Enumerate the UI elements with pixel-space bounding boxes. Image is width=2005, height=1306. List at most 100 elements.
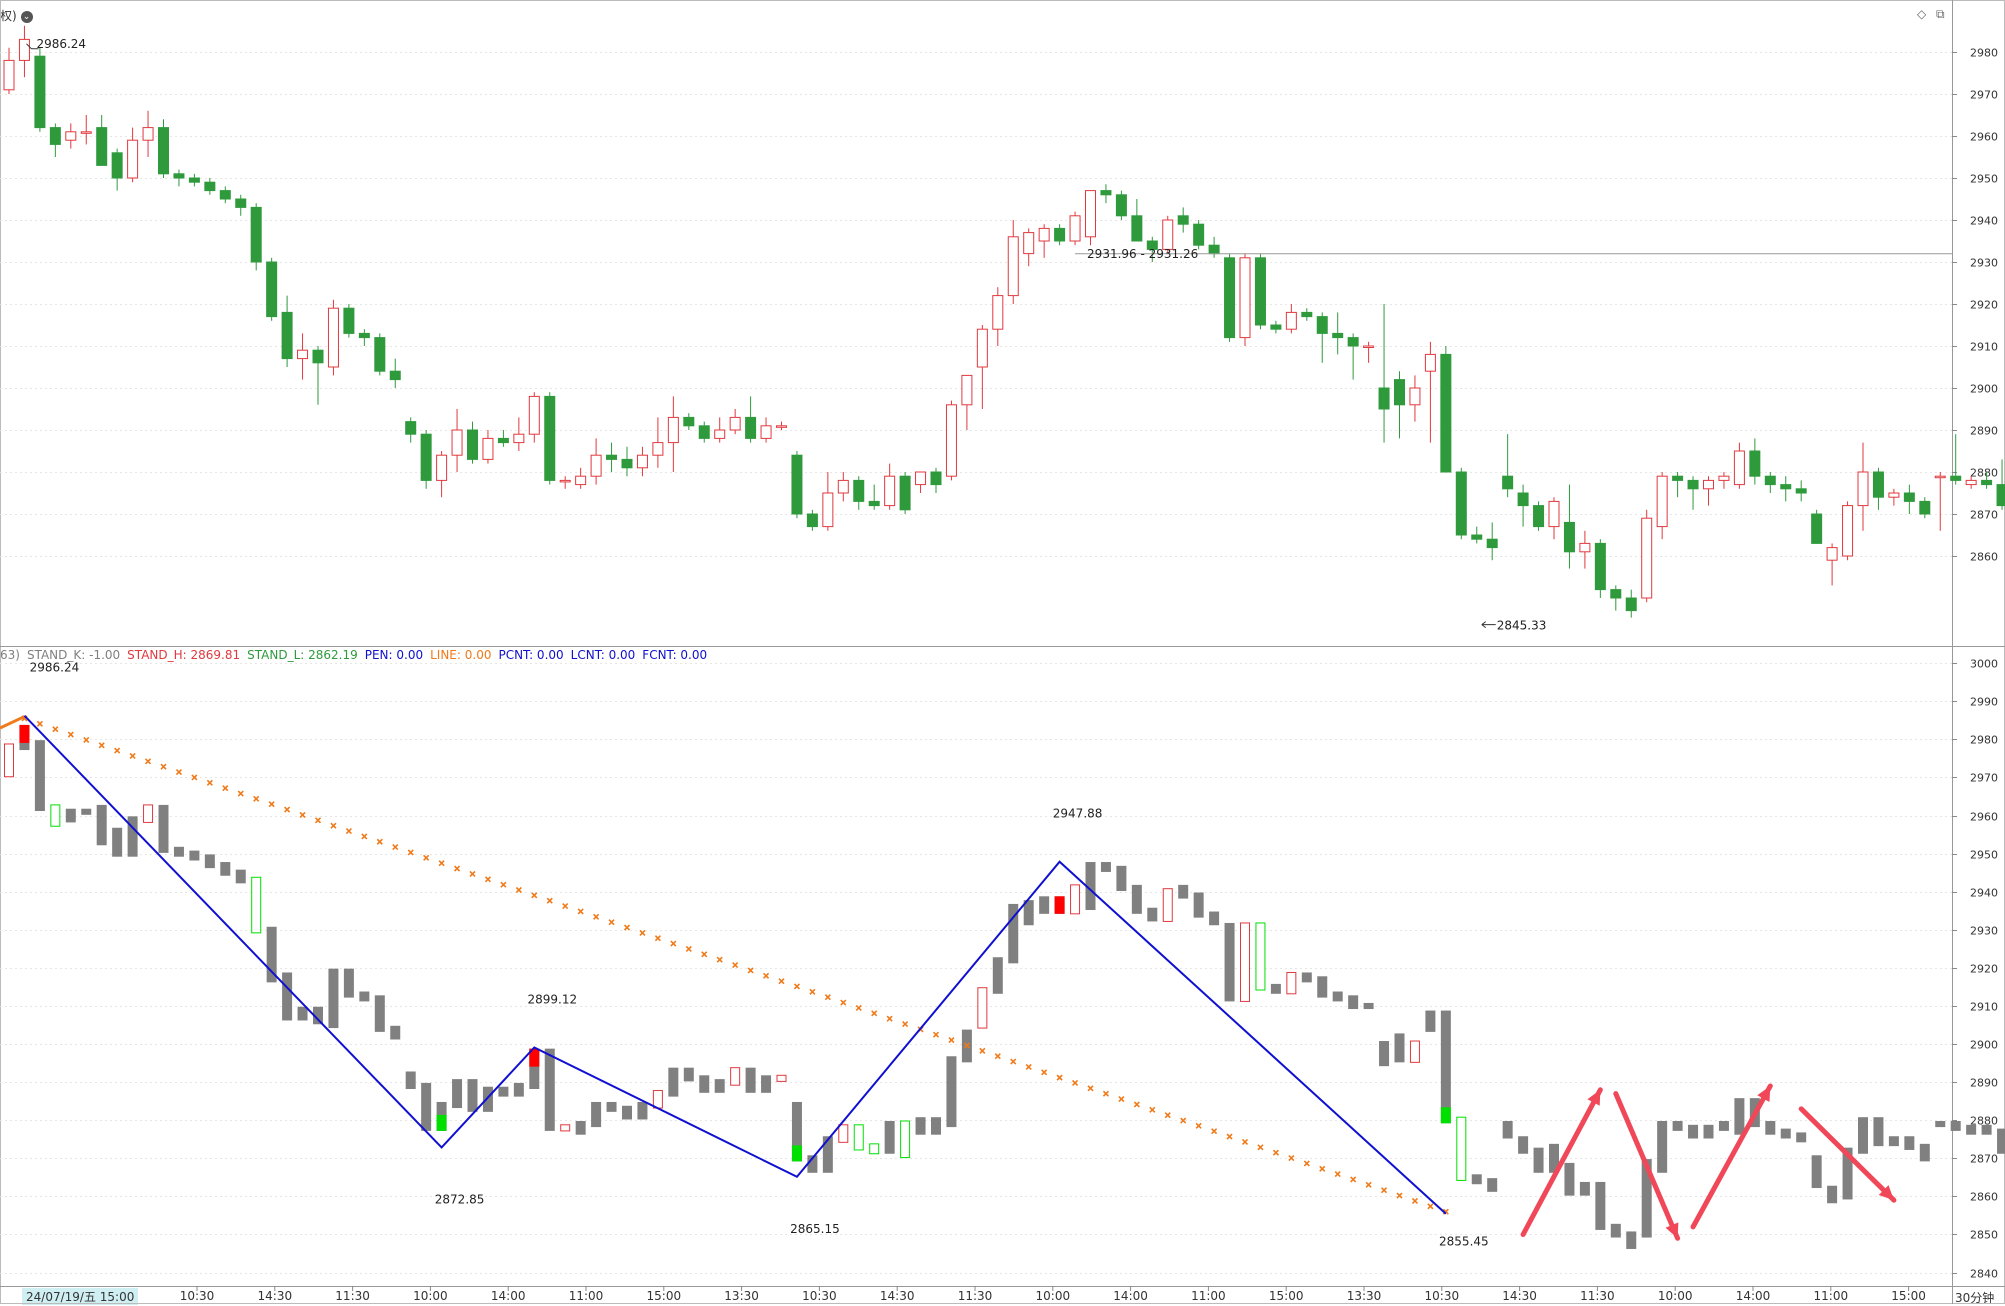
line-marker — [83, 736, 90, 743]
top-tick-label: 2880 — [1970, 467, 1998, 480]
indicator-bar — [884, 1121, 895, 1154]
candle — [899, 475, 911, 511]
pivot-high-bar — [19, 724, 30, 743]
line-marker — [562, 903, 569, 910]
indicator-bar — [313, 1006, 323, 1025]
line-marker — [1380, 1187, 1388, 1194]
candle — [312, 349, 324, 364]
indicator-bar — [467, 1079, 478, 1112]
candle — [1285, 311, 1297, 330]
candle — [49, 127, 61, 145]
time-label: 10:00 — [1658, 1289, 1693, 1303]
candle — [343, 307, 355, 334]
line-marker — [1118, 1096, 1125, 1103]
indicator-bar — [1162, 888, 1173, 922]
candle — [822, 492, 834, 528]
candle — [1764, 475, 1776, 486]
candle — [745, 416, 757, 439]
indicator-bar — [1425, 1010, 1436, 1032]
candle — [1177, 215, 1189, 225]
diamond-icon[interactable]: ◇ — [1917, 7, 1927, 21]
candle — [1517, 492, 1529, 507]
candle — [636, 454, 648, 469]
line-marker — [855, 1004, 862, 1011]
top-tick-label: 2900 — [1970, 383, 1998, 396]
candle — [1842, 505, 1854, 557]
indicator-bar — [405, 1071, 416, 1090]
line-marker — [546, 897, 553, 904]
indicator-bar — [1888, 1136, 1899, 1147]
indicator-bar — [1579, 1181, 1590, 1196]
indicator-bar — [1780, 1128, 1791, 1139]
candle — [528, 395, 540, 435]
indicator-bar — [730, 1067, 741, 1086]
candle — [158, 127, 169, 175]
line-marker — [1334, 1171, 1341, 1178]
candle — [266, 261, 278, 318]
bottom-tick-label: 2950 — [1970, 849, 1998, 862]
time-label: 13:30 — [1347, 1289, 1382, 1303]
candle — [1301, 311, 1313, 318]
bottom-tick-label: 3000 — [1970, 658, 1998, 671]
bottom-tick-label: 2980 — [1970, 734, 1998, 747]
min-price-label: 2845.33 — [1497, 619, 1547, 633]
top-tick-label: 2890 — [1970, 425, 1998, 438]
candle — [1903, 492, 1915, 502]
indicator-legend: 63) STAND_K: -1.00 STAND_H: 2869.81 STAND_L… — [0, 648, 714, 662]
trend-arrow — [1690, 1083, 1773, 1230]
indicator-bar — [838, 1124, 849, 1143]
line-marker — [484, 876, 492, 883]
candle — [992, 295, 1004, 330]
indicator-bar — [328, 968, 339, 1029]
top-tick-label: 2930 — [1970, 257, 1998, 270]
candle — [1996, 484, 2005, 507]
candle — [1115, 194, 1127, 217]
bottom-tick-label: 2920 — [1970, 963, 1998, 976]
trend-arrow — [1613, 1091, 1681, 1241]
line-marker — [268, 801, 275, 808]
line-marker — [1010, 1058, 1017, 1065]
period-label[interactable]: 30分钟 — [1955, 1291, 1995, 1305]
candle — [235, 198, 247, 208]
indicator-bar — [1981, 1124, 1992, 1135]
indicator-bar — [1193, 892, 1204, 918]
collapse-icon[interactable]: ⌄ — [20, 10, 33, 23]
line-marker — [871, 1010, 878, 1017]
line-marker — [1087, 1085, 1094, 1092]
candle — [621, 458, 633, 469]
top-panel-title: 权) ⌄ — [0, 7, 33, 24]
indicator-bar — [390, 1025, 401, 1040]
line-marker — [392, 844, 399, 851]
indicator-bar — [220, 862, 231, 876]
candle — [1131, 215, 1143, 242]
window-icon[interactable]: ⧉ — [1936, 7, 1945, 21]
candle — [915, 471, 927, 486]
line-marker — [963, 1042, 970, 1049]
candle — [1455, 471, 1467, 536]
line-marker — [932, 1031, 940, 1038]
line-marker — [762, 972, 770, 979]
line-marker — [67, 731, 74, 738]
candle — [1872, 471, 1884, 498]
line-marker — [191, 774, 198, 781]
candle — [760, 425, 772, 439]
line-marker — [500, 881, 507, 888]
indicator-bar — [791, 1101, 802, 1162]
candle — [1672, 475, 1684, 481]
pen-zigzag — [23, 714, 1447, 1215]
time-label: 11:00 — [569, 1289, 604, 1303]
candle — [1208, 244, 1220, 255]
indicator-bar — [606, 1101, 617, 1112]
pivot-low-bar — [791, 1145, 802, 1162]
indicator-bar — [1997, 1128, 2005, 1154]
top-tick-label: 2960 — [1970, 131, 1998, 144]
candle — [1254, 257, 1266, 326]
top-tick-label: 2910 — [1970, 341, 1998, 354]
candle — [34, 55, 46, 129]
indicator-bar — [1409, 1040, 1420, 1063]
indicator-bar — [1131, 884, 1142, 914]
candle — [173, 173, 185, 179]
line-marker — [1195, 1122, 1202, 1129]
indicator-bar — [1873, 1117, 1884, 1147]
